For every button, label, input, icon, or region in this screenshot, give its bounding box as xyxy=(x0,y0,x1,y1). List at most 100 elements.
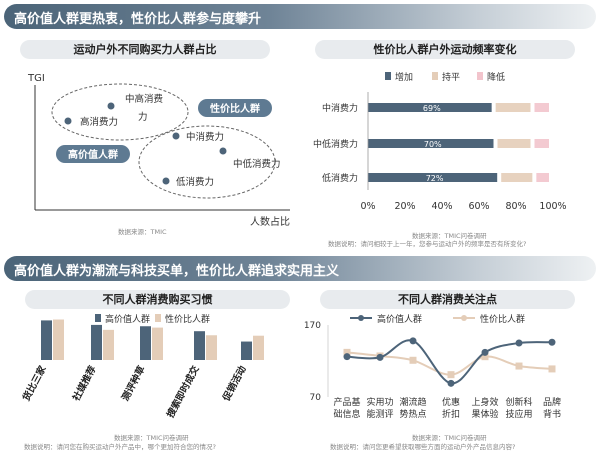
y-tick-label: 70 xyxy=(310,393,322,403)
scatter-point-label: 低消费力 xyxy=(176,176,214,188)
category-label: 低消费力 xyxy=(322,172,358,184)
category-label: 产品基 xyxy=(333,396,360,408)
category-label: 测评种草 xyxy=(119,363,148,403)
bar xyxy=(91,324,102,360)
legend-label: 高价值人群 xyxy=(377,313,422,325)
series-marker xyxy=(343,348,351,356)
bar-segment xyxy=(501,173,533,182)
series-marker xyxy=(481,353,489,361)
bar xyxy=(41,320,52,360)
legend-label: 性价比人群 xyxy=(165,313,210,325)
legend-swatch xyxy=(385,72,391,80)
high-value-ellipse xyxy=(51,83,189,141)
category-label: 势热点 xyxy=(399,408,426,420)
bar-segment xyxy=(368,139,494,148)
x-tick-label: 80% xyxy=(505,201,526,212)
frequency-source: 数据来源：TMIC问卷调研 xyxy=(412,232,487,240)
category-label: 中低消费力 xyxy=(313,138,358,150)
bar xyxy=(253,335,264,360)
legend-label: 性价比人群 xyxy=(480,313,525,325)
scatter-point xyxy=(64,117,72,125)
focus-source: 数据来源：TMIC问卷调研 xyxy=(412,434,487,442)
section1-title: 高价值人群更热衷，性价比人群参与度攀升 xyxy=(14,12,262,27)
scatter-point-label: 中消费力 xyxy=(186,131,224,143)
legend-label: 增加 xyxy=(395,71,413,83)
bar-segment xyxy=(368,173,498,182)
scatter-y-label: TGI xyxy=(27,73,45,84)
bar xyxy=(140,326,151,360)
habit-note: 数据说明：请问您在购买运动户外产品中，哪个更加符合您的情况? xyxy=(24,443,216,451)
scatter-point xyxy=(162,177,170,185)
category-label: 搜索即时成交 xyxy=(164,363,202,419)
category-label: 品牌 xyxy=(543,396,561,408)
category-label: 果体验 xyxy=(471,408,498,420)
category-label: 实用功 xyxy=(366,396,393,408)
frequency-note: 数据说明：请问相较于上一年，您参与运动户外的频率是否有所变化? xyxy=(328,240,527,248)
x-tick-label: 0% xyxy=(360,201,375,212)
habit-chart: 高价值人群 性价比人群 货比三家 社媒推荐 测评种草 搜索即时成交 促销活动 xyxy=(20,313,264,420)
bar-value-label: 70% xyxy=(424,140,442,149)
bar xyxy=(194,331,205,360)
bar xyxy=(241,341,252,360)
scatter-point-label: 中低消费力 xyxy=(233,158,281,170)
series-marker xyxy=(447,379,455,387)
bar-segment xyxy=(368,103,492,112)
legend-label: 持平 xyxy=(442,71,460,83)
group-tag-high-value-bg xyxy=(56,145,130,163)
scatter-point-label: 力 xyxy=(138,111,148,123)
category-label: 础信息 xyxy=(333,408,360,420)
scatter-source: 数据来源：TMIC xyxy=(118,228,167,236)
bar-value-label: 72% xyxy=(426,174,444,183)
frequency-chart: 增加 持平 降低 中消费力 69% 中低消费力 70% 低消费力 72% 0% 20% 40% 60… xyxy=(313,71,567,212)
x-tick-label: 20% xyxy=(394,201,415,212)
scatter-chart-title: 运动户外不同购买力人群占比 xyxy=(20,40,270,59)
group-tag-high-value: 高价值人群 xyxy=(68,148,118,161)
bar xyxy=(103,329,114,360)
group-tag-value-for-money-bg xyxy=(198,99,272,117)
habit-chart-title: 不同人群消费购买习惯 xyxy=(25,290,290,309)
series-marker xyxy=(548,365,556,373)
x-tick-label: 100% xyxy=(539,201,566,212)
category-label: 创新科 xyxy=(505,396,532,408)
category-label: 上身效 xyxy=(471,396,498,408)
series-marker xyxy=(548,338,556,346)
section1-banner: 高价值人群更热衷，性价比人群参与度攀升 xyxy=(4,4,596,29)
bar-segment xyxy=(534,139,549,148)
series-marker xyxy=(447,371,455,379)
bar-segment xyxy=(534,103,549,112)
bar-segment xyxy=(495,103,531,112)
series-marker xyxy=(343,353,351,361)
bar xyxy=(152,327,163,360)
series-marker xyxy=(481,348,489,356)
category-label: 技应用 xyxy=(505,408,532,420)
legend-label: 降低 xyxy=(487,71,505,83)
series-marker xyxy=(376,353,384,361)
bar-segment xyxy=(497,139,531,148)
x-tick-label: 60% xyxy=(468,201,489,212)
category-label: 背书 xyxy=(543,408,561,420)
legend-swatch xyxy=(155,314,161,322)
scatter-point xyxy=(219,147,227,155)
category-label: 中消费力 xyxy=(322,102,358,114)
series-marker xyxy=(515,339,523,347)
category-label: 潮流趋 xyxy=(399,396,426,408)
bar xyxy=(206,335,217,360)
legend-label: 高价值人群 xyxy=(105,313,150,325)
bar xyxy=(53,319,64,360)
section2-title: 高价值人群为潮流与科技买单，性价比人群追求实用主义 xyxy=(14,264,340,279)
legend-marker xyxy=(461,315,467,321)
group-tag-value-for-money: 性价比人群 xyxy=(209,102,260,115)
category-label: 促销活动 xyxy=(220,363,249,404)
y-tick-label: 170 xyxy=(304,321,321,331)
scatter-point-label: 中高消费 xyxy=(125,93,163,105)
category-label: 社媒推荐 xyxy=(70,363,99,404)
focus-note: 数据说明：请问您更希望获取哪些方面的运动户外产品信息内容? xyxy=(330,443,516,451)
x-tick-label: 40% xyxy=(431,201,452,212)
bar-value-label: 69% xyxy=(423,104,441,113)
scatter-point xyxy=(172,132,180,140)
focus-chart-title: 不同人群消费关注点 xyxy=(320,290,575,309)
series-marker xyxy=(409,356,417,364)
